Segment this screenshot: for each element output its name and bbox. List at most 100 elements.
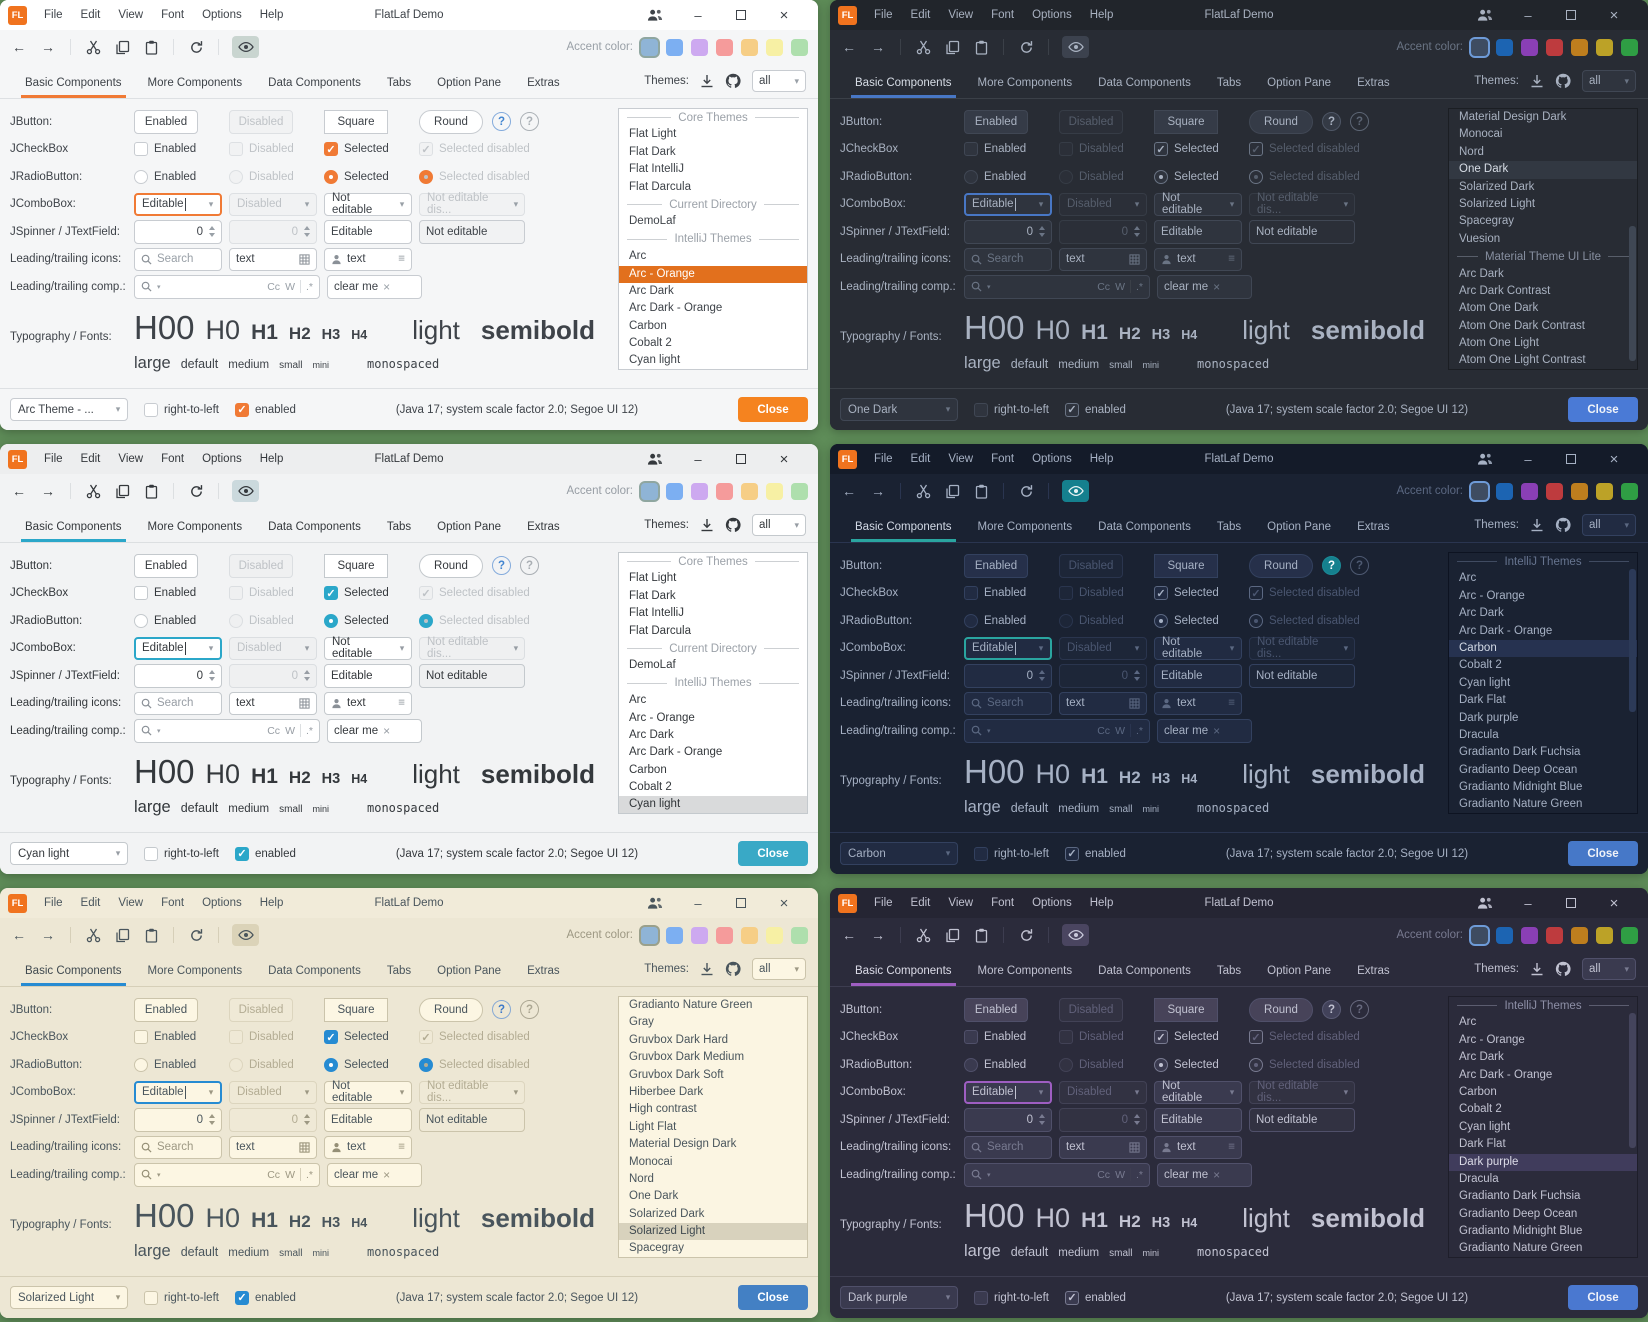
show-hidden-toggle[interactable] <box>232 36 259 58</box>
menu-file[interactable]: File <box>44 453 63 465</box>
theme-list-item[interactable]: Arc <box>619 248 807 265</box>
minimize-button[interactable]: – <box>694 451 702 467</box>
accent-swatch-4[interactable] <box>716 926 733 944</box>
accent-swatch-4[interactable] <box>716 482 733 500</box>
whole-word-icon[interactable]: W <box>285 280 295 293</box>
clearable-input[interactable]: clear me × <box>1157 719 1252 743</box>
theme-list-item[interactable]: Flat Light <box>619 126 807 143</box>
tab-data-components[interactable]: Data Components <box>268 521 361 533</box>
maximize-button[interactable] <box>733 7 749 23</box>
tab-option-pane[interactable]: Option Pane <box>1267 77 1332 89</box>
theme-list-item[interactable]: Monocai <box>1449 126 1637 143</box>
accent-swatch-1[interactable] <box>1471 482 1488 500</box>
show-hidden-toggle[interactable] <box>1062 480 1089 502</box>
theme-selector-combo[interactable]: Cyan light ▾ <box>10 841 128 866</box>
radio-enabled[interactable]: Enabled <box>134 169 229 184</box>
grid-icon[interactable] <box>299 1142 310 1153</box>
square-button[interactable]: Square <box>324 110 388 134</box>
paste-icon[interactable] <box>142 926 160 944</box>
theme-list-item[interactable]: Material Design Dark <box>619 1136 807 1153</box>
help-button[interactable]: ? <box>492 556 511 576</box>
theme-list-item[interactable]: Dark purple <box>1449 710 1637 727</box>
theme-list-item[interactable]: Flat Darcula <box>619 179 807 196</box>
radio-enabled[interactable]: Enabled <box>134 613 229 628</box>
accent-swatch-7[interactable] <box>1621 482 1638 500</box>
checkbox-enabled[interactable]: Enabled <box>134 142 229 157</box>
theme-list-item[interactable]: Arc Dark <box>619 283 807 300</box>
theme-list-item[interactable]: Carbon <box>619 318 807 335</box>
download-icon[interactable] <box>700 74 714 88</box>
theme-list-item[interactable]: Gradianto Deep Ocean <box>1449 762 1637 779</box>
enabled-button[interactable]: Enabled <box>134 998 198 1022</box>
accent-swatch-2[interactable] <box>666 38 683 56</box>
search-with-options-input[interactable]: ▾ Cc W .* <box>964 275 1150 299</box>
checkbox-enabled[interactable]: Enabled <box>964 1030 1059 1045</box>
clearable-input[interactable]: clear me × <box>327 719 422 743</box>
search-with-options-input[interactable]: ▾ Cc W .* <box>964 1163 1150 1187</box>
minimize-button[interactable]: – <box>694 895 702 911</box>
theme-list-item[interactable]: Flat Dark <box>619 144 807 161</box>
back-icon[interactable]: ← <box>12 39 26 55</box>
menu-edit[interactable]: Edit <box>80 453 101 465</box>
textfield-editable[interactable]: Editable <box>324 220 412 244</box>
tab-more-components[interactable]: More Components <box>977 77 1073 89</box>
theme-list-item[interactable]: Flat IntelliJ <box>619 161 807 178</box>
clearable-input[interactable]: clear me × <box>1157 1163 1252 1187</box>
help-button[interactable]: ? <box>1322 556 1341 576</box>
textfield-editable[interactable]: Editable <box>1154 664 1242 688</box>
checkbox-selected[interactable]: Selected <box>1154 1030 1249 1045</box>
theme-list-item[interactable]: Gradianto Nature Green <box>1449 1240 1637 1257</box>
accent-swatch-3[interactable] <box>691 926 708 944</box>
enabled-button[interactable]: Enabled <box>964 110 1028 134</box>
radio-selected[interactable]: Selected <box>1154 169 1249 184</box>
match-case-icon[interactable]: Cc <box>1097 1168 1111 1181</box>
accent-swatch-1[interactable] <box>641 482 658 500</box>
menu-options[interactable]: Options <box>1032 897 1072 909</box>
close-button[interactable]: Close <box>738 1285 808 1310</box>
back-icon[interactable]: ← <box>842 483 856 499</box>
chevron-down-icon[interactable]: ▾ <box>157 1171 161 1179</box>
themes-filter-combo[interactable]: all ▾ <box>1582 70 1636 92</box>
minimize-button[interactable]: – <box>1524 451 1532 467</box>
back-icon[interactable]: ← <box>12 927 26 943</box>
theme-list-item[interactable]: Material Design Dark <box>1449 109 1637 126</box>
menu-edit[interactable]: Edit <box>80 897 101 909</box>
show-hidden-toggle[interactable] <box>232 924 259 946</box>
search-with-options-input[interactable]: ▾ Cc W .* <box>134 275 320 299</box>
theme-list-item[interactable]: Arc Dark - Orange <box>619 744 807 761</box>
whole-word-icon[interactable]: W <box>285 1168 295 1181</box>
refresh-icon[interactable] <box>187 482 205 500</box>
maximize-button[interactable] <box>1563 7 1579 23</box>
enabled-button[interactable]: Enabled <box>134 110 198 134</box>
menu-view[interactable]: View <box>948 453 974 465</box>
theme-list-item[interactable]: Carbon <box>1449 639 1637 658</box>
clear-icon[interactable]: × <box>1213 1167 1221 1182</box>
enabled-button[interactable]: Enabled <box>964 554 1028 578</box>
refresh-icon[interactable] <box>1017 38 1035 56</box>
round-button[interactable]: Round <box>419 110 483 134</box>
spinner[interactable]: 0 <box>134 664 222 688</box>
theme-list-item[interactable]: Cobalt 2 <box>619 335 807 352</box>
menu-options[interactable]: Options <box>202 9 242 21</box>
theme-list-item[interactable]: Arc Dark <box>1449 1049 1637 1066</box>
help-button-secondary[interactable]: ? <box>1350 556 1369 576</box>
clear-icon[interactable]: × <box>1213 279 1221 294</box>
theme-list-item[interactable]: Dracula <box>1449 727 1637 744</box>
combobox-editable[interactable]: Editable ▾ <box>964 636 1052 660</box>
show-hidden-toggle[interactable] <box>232 480 259 502</box>
search-with-options-input[interactable]: ▾ Cc W .* <box>134 719 320 743</box>
accent-swatch-4[interactable] <box>1546 926 1563 944</box>
combobox-editable[interactable]: Editable ▾ <box>134 1080 222 1104</box>
text-input-with-person[interactable]: text ≡ <box>324 1135 412 1159</box>
tab-extras[interactable]: Extras <box>527 521 560 533</box>
theme-list-item[interactable]: Arc - Orange <box>619 710 807 727</box>
menu-view[interactable]: View <box>118 897 144 909</box>
regex-icon[interactable]: .* <box>305 280 313 293</box>
square-button[interactable]: Square <box>1154 110 1218 134</box>
theme-list-item[interactable]: Gradianto Deep Ocean <box>1449 1206 1637 1223</box>
text-input-with-person[interactable]: text ≡ <box>324 691 412 715</box>
close-window-button[interactable]: × <box>779 6 789 24</box>
search-input[interactable]: Search <box>134 247 222 271</box>
tab-data-components[interactable]: Data Components <box>1098 521 1191 533</box>
theme-list-item[interactable]: Cobalt 2 <box>619 779 807 796</box>
